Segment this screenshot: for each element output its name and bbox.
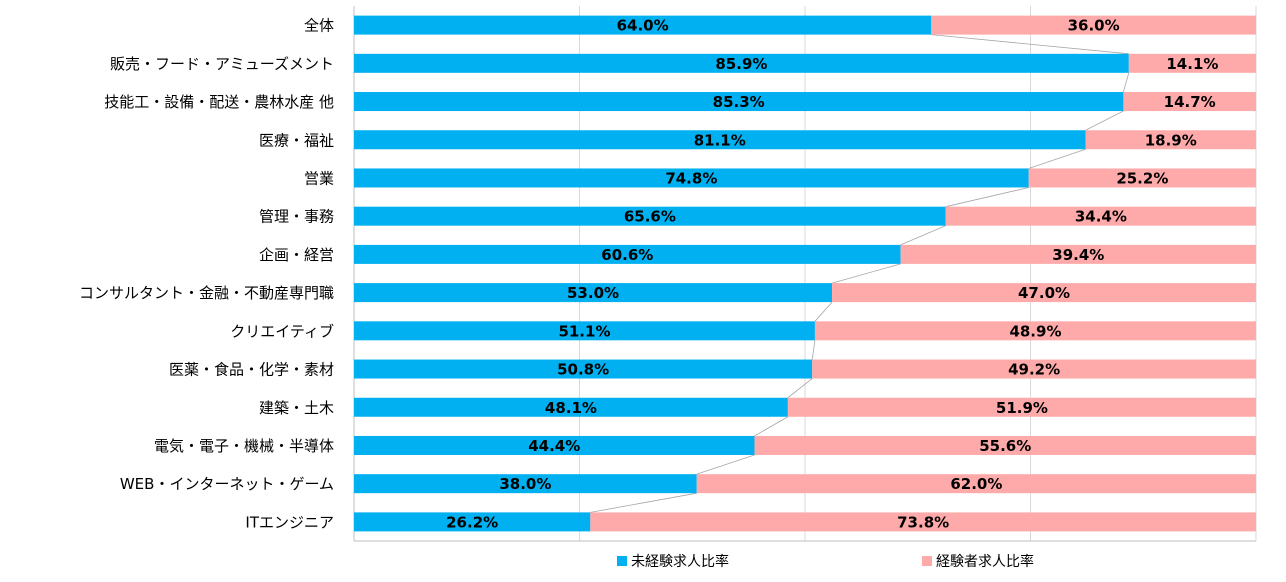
bar-inexperienced — [354, 283, 833, 303]
series-line — [931, 34, 1129, 55]
data-label-experienced: 62.0% — [950, 475, 1002, 493]
series-line — [814, 301, 833, 322]
data-label-experienced: 25.2% — [1116, 169, 1168, 187]
series-line — [754, 416, 789, 437]
series-line — [1028, 148, 1086, 169]
series-line — [1085, 110, 1124, 131]
data-label-inexperienced: 81.1% — [694, 131, 746, 149]
category-label: 販売・フード・アミューズメント — [110, 55, 334, 73]
data-label-inexperienced: 38.0% — [499, 475, 551, 493]
bar-inexperienced — [354, 435, 755, 455]
data-label-inexperienced: 85.3% — [713, 93, 765, 111]
data-label-inexperienced: 53.0% — [567, 284, 619, 302]
category-label: 建築・土木 — [259, 399, 334, 417]
category-label: 企画・経営 — [259, 246, 334, 264]
series-line — [590, 492, 697, 513]
legend-item: 未経験求人比率 — [617, 553, 729, 570]
category-label: 営業 — [304, 169, 334, 187]
data-label-inexperienced: 50.8% — [557, 361, 609, 379]
legend-label: 経験者求人比率 — [936, 553, 1034, 570]
bar-experienced — [814, 321, 1256, 341]
category-label: クリエイティブ — [230, 322, 334, 340]
bar-experienced — [1085, 130, 1256, 150]
data-label-inexperienced: 60.6% — [601, 246, 653, 264]
category-label: 医薬・食品・化学・素材 — [169, 361, 334, 379]
category-label: 電気・電子・機械・半導体 — [154, 437, 334, 455]
legend-item: 経験者求人比率 — [922, 553, 1034, 570]
series-line — [831, 263, 901, 284]
bar-experienced — [787, 397, 1256, 417]
data-label-inexperienced: 85.9% — [715, 55, 767, 73]
bar-experienced — [1123, 92, 1256, 112]
bar-experienced — [900, 244, 1256, 264]
data-label-experienced: 49.2% — [1008, 361, 1060, 379]
bar-inexperienced — [354, 130, 1086, 150]
legend-swatch — [922, 556, 932, 566]
data-label-inexperienced: 65.6% — [624, 208, 676, 226]
data-label-experienced: 36.0% — [1068, 17, 1120, 35]
bar-inexperienced — [354, 168, 1029, 188]
category-label: コンサルタント・金融・不動産専門職 — [79, 284, 334, 302]
data-label-inexperienced: 26.2% — [446, 513, 498, 531]
bar-inexperienced — [354, 92, 1124, 112]
bar-inexperienced — [354, 512, 591, 532]
bar-experienced — [945, 206, 1256, 226]
bar-inexperienced — [354, 321, 815, 341]
series-line — [787, 378, 813, 399]
series-line — [696, 454, 755, 475]
category-label: 医療・福祉 — [259, 131, 334, 149]
bar-inexperienced — [354, 15, 932, 35]
series-line — [1123, 72, 1130, 93]
data-label-experienced: 73.8% — [897, 513, 949, 531]
legend-label: 未経験求人比率 — [631, 553, 729, 570]
category-label: ITエンジニア — [245, 513, 334, 531]
data-label-inexperienced: 64.0% — [617, 17, 669, 35]
bar-inexperienced — [354, 244, 901, 264]
bar-experienced — [696, 474, 1256, 494]
data-label-experienced: 48.9% — [1009, 322, 1061, 340]
data-label-experienced: 39.4% — [1052, 246, 1104, 264]
category-label: 管理・事務 — [259, 208, 334, 226]
bar-experienced — [1028, 168, 1256, 188]
category-label: 全体 — [304, 17, 334, 35]
bar-inexperienced — [354, 206, 946, 226]
category-label: WEB・インターネット・ゲーム — [120, 475, 334, 493]
bar-inexperienced — [354, 474, 697, 494]
data-label-experienced: 47.0% — [1018, 284, 1070, 302]
data-label-experienced: 51.9% — [996, 399, 1048, 417]
data-label-experienced: 14.7% — [1164, 93, 1216, 111]
data-label-inexperienced: 44.4% — [528, 437, 580, 455]
bar-experienced — [812, 359, 1256, 379]
series-line — [945, 187, 1029, 208]
data-label-experienced: 18.9% — [1145, 131, 1197, 149]
data-label-inexperienced: 74.8% — [665, 169, 717, 187]
data-label-experienced: 34.4% — [1075, 208, 1127, 226]
data-label-experienced: 55.6% — [979, 437, 1031, 455]
bar-experienced — [931, 15, 1256, 35]
bar-inexperienced — [354, 53, 1129, 73]
bar-inexperienced — [354, 359, 813, 379]
data-label-experienced: 14.1% — [1166, 55, 1218, 73]
bar-experienced — [1128, 53, 1256, 73]
category-label: 技能工・設備・配送・農林水産 他 — [104, 93, 334, 111]
series-line — [811, 340, 816, 360]
legend-swatch — [617, 556, 627, 566]
data-label-inexperienced: 51.1% — [558, 322, 610, 340]
bar-experienced — [754, 435, 1256, 455]
bar-inexperienced — [354, 397, 788, 417]
data-label-inexperienced: 48.1% — [545, 399, 597, 417]
series-line — [900, 225, 946, 246]
bar-experienced — [832, 283, 1256, 303]
bar-experienced — [590, 512, 1256, 532]
